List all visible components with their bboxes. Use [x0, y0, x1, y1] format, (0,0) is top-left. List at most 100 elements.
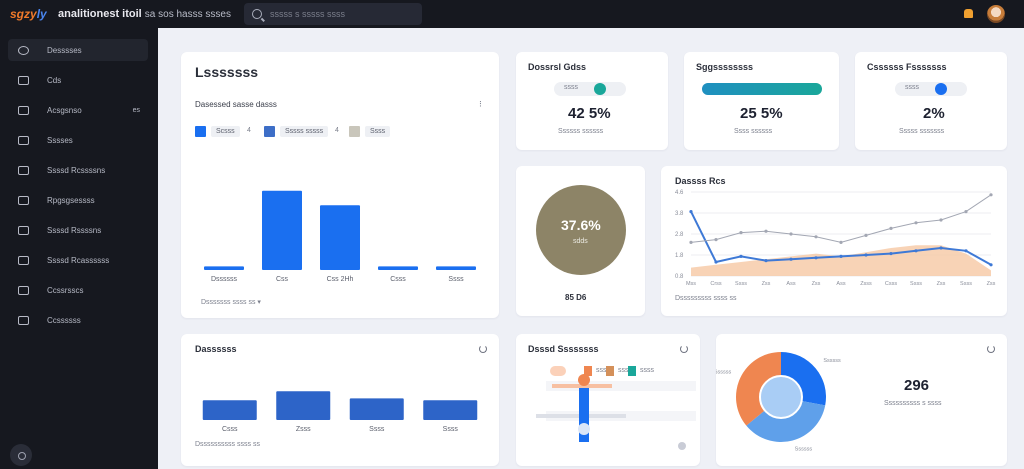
point-A-4: [789, 257, 793, 261]
kpi3-toggle-label: ssss: [905, 84, 919, 91]
main-card-title: Lsssssss: [195, 64, 259, 80]
search-bar[interactable]: [244, 3, 422, 25]
bottom-bar-0: [202, 400, 257, 420]
point-B-5: [814, 235, 818, 239]
sidebar-item-6[interactable]: Rpgsgsessss: [8, 189, 148, 211]
funnel-title: Dsssd Ssssssss: [528, 344, 599, 354]
x-tick-8: Csss: [885, 281, 897, 287]
sidebar-item-label: Cds: [47, 75, 62, 85]
kpi1-toggle[interactable]: ssss: [554, 82, 626, 96]
brand-logo[interactable]: sgzyly: [10, 7, 47, 21]
bottom-bar-3: [423, 400, 478, 420]
top-bar: sgzyly analitionest itoil sa sos hasss s…: [0, 0, 1024, 28]
legend-num-1: 4: [247, 127, 251, 134]
kpi2-caption: Ssss ssssss: [734, 128, 773, 135]
sidebar-item-8[interactable]: Ssssd Rcassssss: [8, 249, 148, 271]
more-options-icon[interactable]: ⁝: [479, 99, 482, 109]
sidebar-item-label: Desssses: [47, 45, 82, 55]
x-tick-1: Crss: [710, 281, 722, 287]
sidebar-item-3[interactable]: Acsgsnso es: [8, 99, 148, 121]
sidebar-item-label: Ccssssss: [47, 315, 81, 325]
donut-label-1: Ssssss: [795, 446, 813, 452]
x-tick-11: Ssss: [960, 281, 972, 287]
bar-label-3: Csss: [390, 276, 406, 283]
notification-icon[interactable]: [964, 9, 973, 18]
home-icon: [18, 45, 29, 55]
sidebar-item-2[interactable]: Cds: [8, 69, 148, 91]
point-B-1: [714, 238, 718, 242]
line-card-footer[interactable]: Dsssssssss ssss ss: [675, 295, 737, 302]
point-A-10: [939, 246, 943, 250]
funnel-bar-1: [552, 384, 612, 388]
bottom-bar-footer[interactable]: Dssssssssss ssss ss: [195, 441, 260, 448]
gauge-value: 37.6%: [561, 217, 601, 233]
legend-label-1[interactable]: Scsss: [211, 126, 240, 137]
point-B-8: [889, 226, 893, 230]
funnel-options-dot[interactable]: [678, 442, 686, 450]
sidebar-item-label: Sssses: [47, 135, 73, 145]
donut-slice-1: [746, 400, 826, 442]
bar-label-4: Ssss: [448, 276, 464, 283]
y-tick-3: 1.8: [675, 253, 684, 259]
main-chart-footer[interactable]: Dsssssss ssss ss ▾: [201, 299, 261, 306]
funnel-row-label-3: ssss: [640, 367, 654, 374]
chart-icon: [18, 165, 29, 175]
sidebar-item-7[interactable]: Ssssd Rssssns: [8, 219, 148, 241]
point-A-11: [964, 249, 968, 253]
kpi3-toggle[interactable]: ssss: [895, 82, 967, 96]
refresh-icon[interactable]: [987, 345, 995, 353]
y-tick-2: 2.8: [675, 232, 684, 238]
sidebar-item-5[interactable]: Ssssd Rcssssns: [8, 159, 148, 181]
sidebar-item-9[interactable]: Ccssrsscs: [8, 279, 148, 301]
point-B-9: [914, 221, 918, 225]
collapse-sidebar-button[interactable]: [10, 444, 32, 466]
avatar[interactable]: [987, 5, 1005, 23]
sidebar-item-10[interactable]: Ccssssss: [8, 309, 148, 331]
bar-label-2: Css 2Hh: [327, 276, 354, 283]
donut-label-2: Ssssss: [716, 370, 731, 376]
legend-label-2[interactable]: Sssss sssss: [280, 126, 329, 137]
sidebar-item-label: Rpgsgsessss: [47, 195, 95, 205]
x-tick-10: Zss: [937, 281, 946, 287]
layers-icon: [18, 105, 29, 115]
kpi2-title: Sggssssssss: [696, 62, 754, 72]
donut-label-0: Ssssss: [823, 358, 841, 364]
kpi1-title: Dossrsl Gdss: [528, 62, 587, 72]
x-tick-6: Ass: [836, 281, 845, 287]
funnel-marker-bottom: [578, 423, 590, 435]
gauge-footer: 85 D6: [565, 293, 587, 302]
gear-icon: [18, 315, 29, 325]
search-input[interactable]: [270, 9, 420, 19]
users-icon: [18, 195, 29, 205]
legend-num-2: 4: [335, 127, 339, 134]
point-A-7: [864, 253, 868, 257]
point-A-2: [739, 254, 743, 258]
kpi3-toggle-knob: [935, 83, 947, 95]
x-tick-7: Zsss: [860, 281, 872, 287]
donut-value: 296: [904, 377, 930, 394]
sidebar-item-4[interactable]: Sssses: [8, 129, 148, 151]
legend-label-3[interactable]: Ssss: [365, 126, 391, 137]
sidebar-item-dashboard[interactable]: Desssses: [8, 39, 148, 61]
funnel-swatch-2: [606, 366, 614, 376]
x-tick-9: Ssss: [910, 281, 922, 287]
sidebar-item-label: Ssssd Rcssssns: [47, 165, 106, 175]
gauge-label: sdds: [573, 238, 588, 245]
bar-label-0: Dssssss: [211, 276, 238, 283]
sidebar-item-label: Ssssd Rssssns: [47, 225, 102, 235]
funnel-pill-1: [550, 366, 566, 376]
kpi-card-1: Dossrsl Gdss ssss 42 5% Ssssss ssssss: [516, 52, 668, 150]
sidebar-item-label: Ssssd Rcassssss: [47, 255, 110, 265]
bar-label-1: Css: [276, 276, 289, 283]
refresh-icon[interactable]: [479, 345, 487, 353]
brand-part1: sgzy: [10, 7, 37, 21]
point-A-5: [814, 256, 818, 260]
kpi1-toggle-label: ssss: [564, 84, 578, 91]
line-series-B: [690, 194, 992, 243]
line-card-title: Dassss Rcs: [675, 176, 726, 186]
funnel-marker-top: [578, 374, 590, 386]
kpi3-caption: Sssss sssssss: [899, 128, 945, 135]
kpi1-value: 42 5%: [568, 105, 611, 122]
refresh-icon[interactable]: [680, 345, 688, 353]
point-B-11: [964, 210, 968, 214]
